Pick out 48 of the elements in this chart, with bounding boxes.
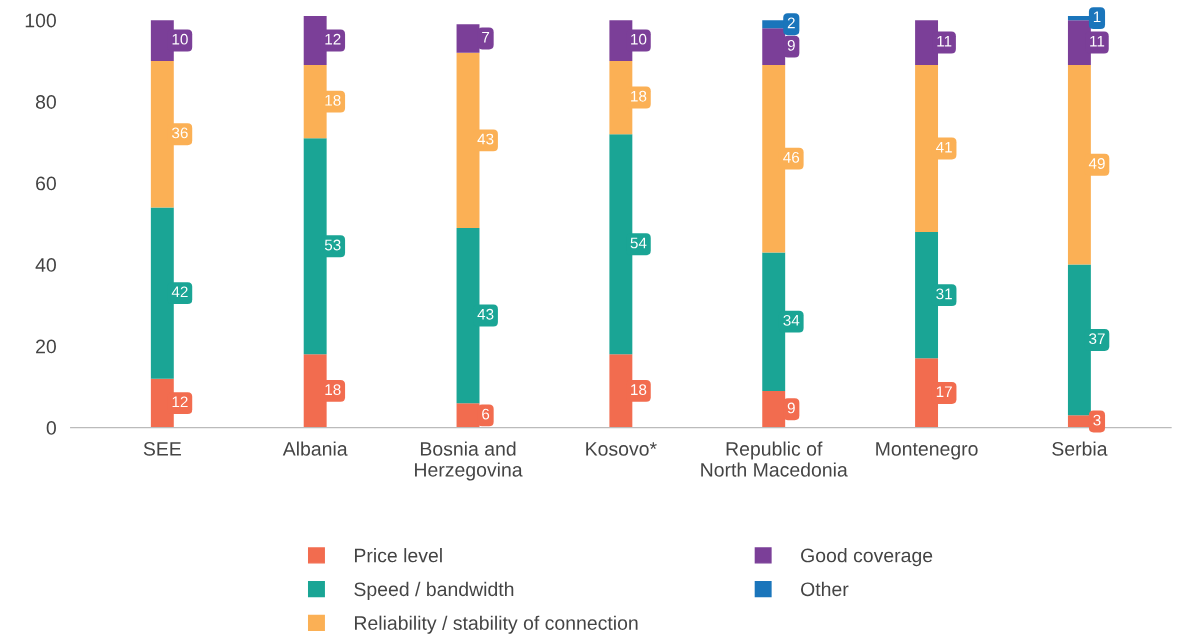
y-tick-label: 20	[36, 339, 56, 354]
data-label: 17	[936, 386, 952, 397]
data-label: 37	[1089, 333, 1105, 345]
data-label: 10	[172, 33, 188, 45]
x-tick-label: Montenegro	[876, 442, 978, 460]
data-label: 18	[325, 94, 341, 106]
legend-label: Other	[801, 581, 849, 597]
data-label: 18	[325, 384, 341, 396]
legend-label: Good coverage	[801, 548, 933, 567]
data-label: 9	[787, 402, 795, 414]
data-label: 6	[482, 408, 490, 420]
y-tick-label: 60	[36, 176, 56, 191]
data-label: 2	[787, 17, 795, 29]
data-label: 34	[783, 314, 800, 326]
data-label: 54	[630, 237, 647, 249]
data-label: 7	[482, 31, 490, 43]
data-label: 31	[936, 288, 952, 300]
data-label: 10	[631, 33, 647, 45]
data-label: 12	[172, 396, 188, 408]
x-tick-label: Republic of North Macedonia	[701, 441, 848, 477]
data-label: 46	[783, 151, 800, 163]
y-tick-label: 0	[46, 421, 56, 435]
data-label: 18	[631, 90, 647, 102]
data-label: 41	[935, 141, 952, 153]
x-tick-label: Bosnia and Herzegovina	[415, 441, 523, 481]
data-label: 43	[477, 308, 494, 320]
x-tick-label: Albania	[282, 441, 348, 456]
data-label: 11	[1090, 36, 1105, 47]
data-label: 11	[937, 36, 952, 47]
data-label: 53	[324, 239, 341, 251]
data-label: 36	[171, 127, 188, 139]
data-label: 12	[325, 33, 341, 45]
x-tick-label: SEE	[143, 442, 181, 456]
y-tick-label: 40	[35, 258, 56, 272]
data-label: 1	[1093, 11, 1101, 23]
data-label: 3	[1093, 414, 1101, 426]
data-label: 43	[477, 133, 494, 145]
legend-label: Price level	[355, 548, 442, 563]
y-tick-label: 100	[25, 13, 56, 28]
data-label: 42	[171, 286, 188, 298]
data-label: 9	[787, 39, 795, 51]
legend-label: Reliability / stability of connection	[355, 615, 638, 634]
x-tick-label: Serbia	[1052, 441, 1108, 456]
y-tick-label: 80	[35, 95, 56, 109]
data-label: 18	[631, 384, 647, 396]
data-label: 49	[1088, 158, 1105, 169]
x-tick-label: Kosovo*	[586, 442, 657, 456]
legend-label: Speed / bandwidth	[354, 581, 514, 600]
